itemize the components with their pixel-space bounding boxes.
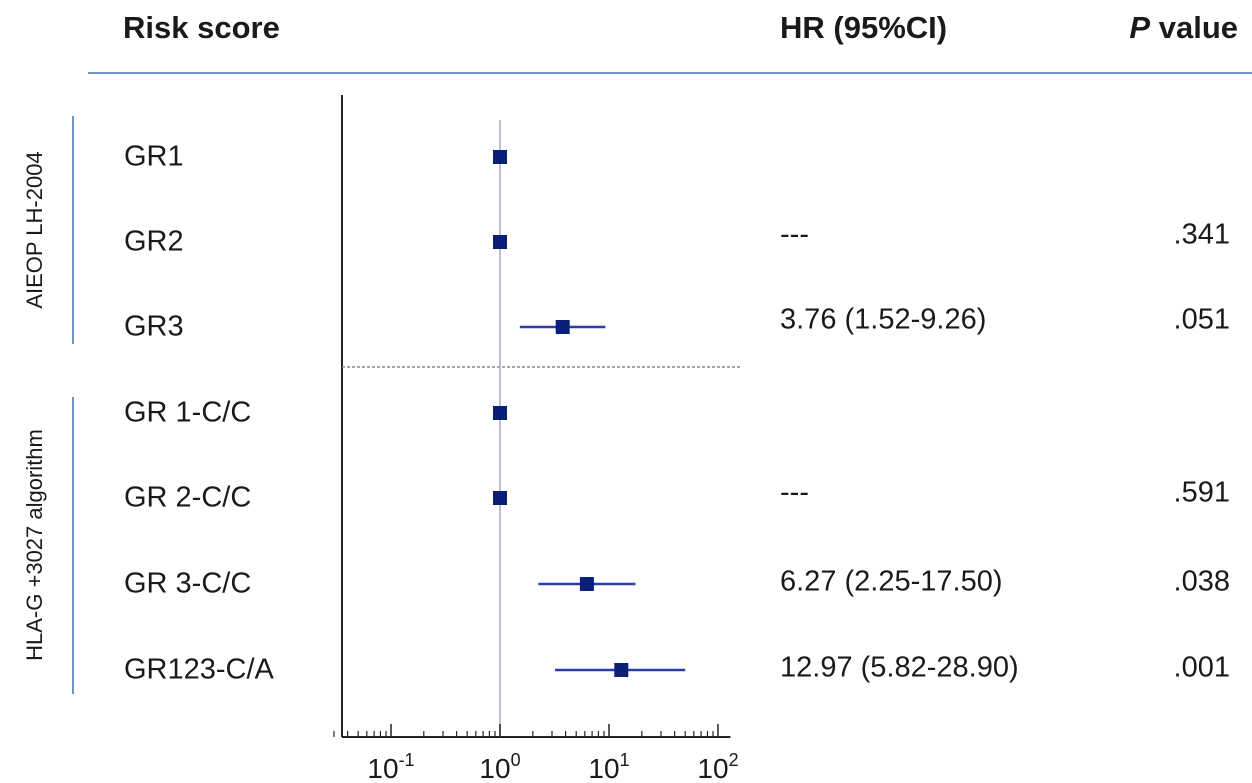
row-label-gr123-ca: GR123-C/A <box>124 653 274 686</box>
hr-text-gr2-cc: --- <box>780 476 809 509</box>
row-label-gr1-cc: GR 1-C/C <box>124 396 252 429</box>
p-value-gr123-ca: .001 <box>1173 651 1230 684</box>
hr-text-gr2: --- <box>780 218 809 251</box>
hr-marker <box>614 663 629 677</box>
group-bar-hla <box>72 397 74 694</box>
hr-text-gr123-ca: 12.97 (5.82-28.90) <box>780 651 1019 684</box>
hr-marker <box>493 235 507 249</box>
p-value-gr3-cc: .038 <box>1173 565 1230 598</box>
header-risk-score: Risk score <box>123 10 280 45</box>
x-tick-label: 102 <box>697 750 738 783</box>
x-tick-label: 100 <box>479 750 520 783</box>
header-hr-ci: HR (95%CI) <box>780 10 948 45</box>
row-label-gr3-cc: GR 3-C/C <box>124 567 252 600</box>
p-value-gr2: .341 <box>1173 218 1230 251</box>
hr-marker <box>493 491 507 505</box>
group-bar-aieop <box>72 116 74 344</box>
x-tick-label: 10-1 <box>367 750 414 783</box>
p-value-gr3: .051 <box>1173 303 1230 336</box>
header-p-rest: value <box>1150 10 1238 45</box>
row-label-gr1: GR1 <box>124 140 184 173</box>
hr-text-gr3: 3.76 (1.52-9.26) <box>780 303 987 336</box>
header-p-italic: P <box>1129 10 1151 45</box>
hr-marker <box>579 577 594 591</box>
row-label-gr2: GR2 <box>124 225 184 258</box>
hr-marker <box>493 406 507 420</box>
header-p-value: P value <box>1129 10 1238 46</box>
header-rule <box>88 72 1252 74</box>
p-value-gr2-cc: .591 <box>1173 476 1230 509</box>
row-label-gr2-cc: GR 2-C/C <box>124 481 252 514</box>
row-label-gr3: GR3 <box>124 310 184 343</box>
hr-text-gr3-cc: 6.27 (2.25-17.50) <box>780 565 1003 598</box>
x-tick-label: 101 <box>588 750 629 783</box>
hr-marker <box>555 320 570 334</box>
hr-marker <box>493 150 507 164</box>
